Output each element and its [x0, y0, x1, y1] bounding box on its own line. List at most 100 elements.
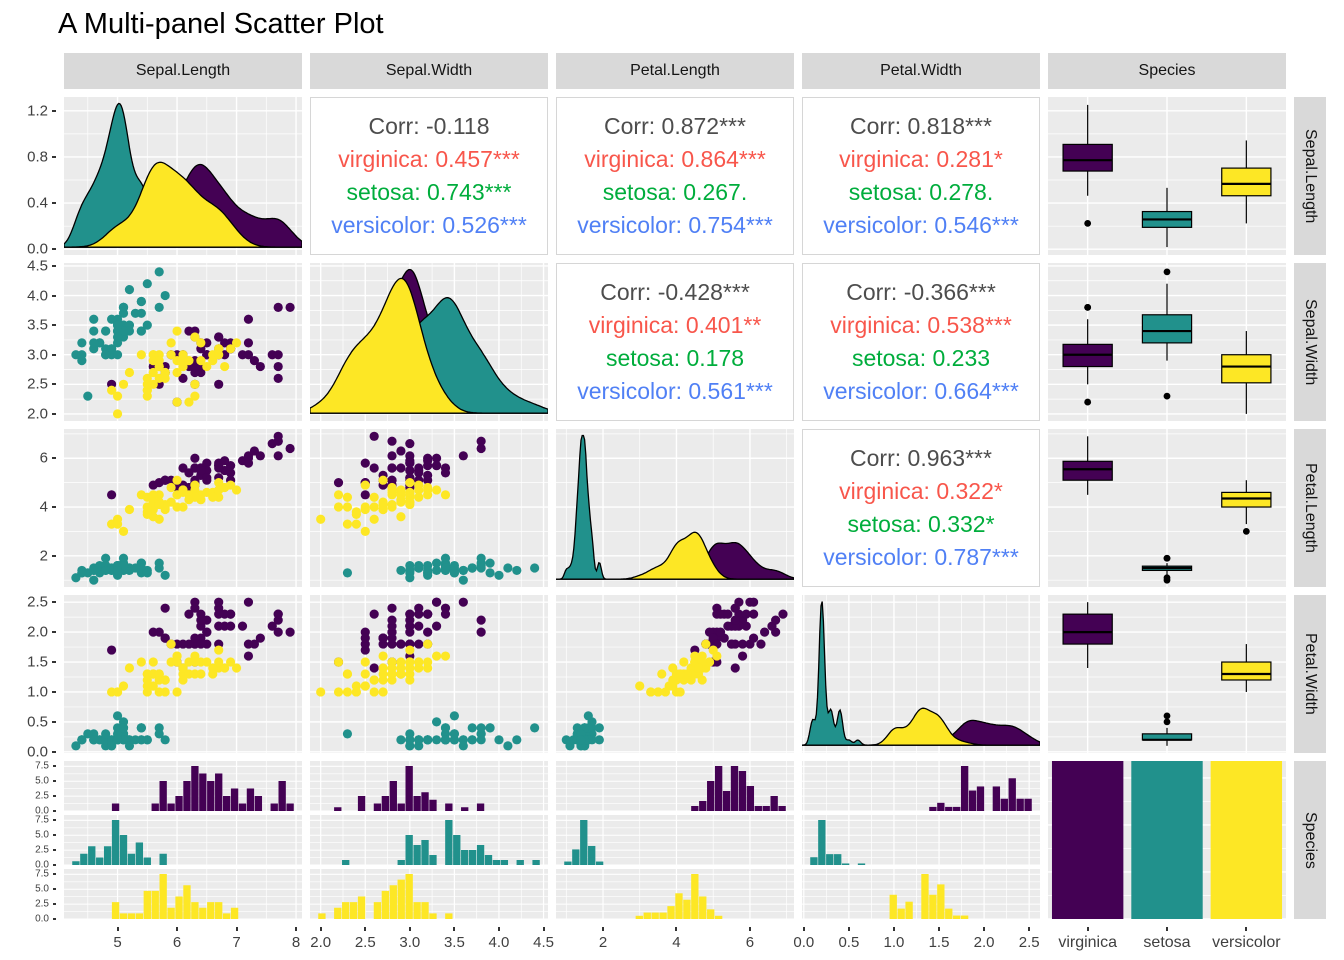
y-tick-label: 0.0	[27, 240, 48, 258]
y-tick-label: 3.5	[27, 316, 48, 334]
panel-scatter-petal-length-x-sepal-length	[64, 429, 302, 587]
y-tick-mark	[52, 601, 56, 604]
y-tick-mark	[53, 888, 56, 891]
x-tick-label-species: virginica	[1058, 934, 1117, 951]
y-tick-label: 1.2	[27, 102, 48, 120]
panel-bars-species-x-species-svg	[1048, 761, 1286, 919]
column-strip-petal-length: Petal.Length	[556, 53, 794, 89]
correlation-line-virginica: virginica: 0.322*	[839, 478, 1003, 504]
correlation-line-setosa: setosa: 0.178	[605, 345, 745, 371]
column-strip-label: Petal.Width	[880, 62, 962, 79]
x-tick-label: 0.5	[838, 934, 860, 951]
y-tick-mark	[53, 810, 56, 812]
y-axis-row-2: 2 4 6	[8, 429, 56, 587]
panel-hist-species-x-sepal-width	[310, 761, 548, 919]
panel-scatter-sepal-width-x-sepal-length	[64, 263, 302, 421]
y-tick-mark	[52, 383, 56, 386]
x-axis-col-4: virginica setosa versicolor	[1048, 927, 1286, 957]
x-tick-mark	[748, 927, 751, 931]
y-tick-mark	[52, 412, 56, 415]
pairs-grid: Sepal.Length Sepal.Width Petal.Length Petal…	[8, 53, 1340, 957]
panel-box-petal-length-x-species-svg	[1048, 429, 1286, 587]
column-strip-label: Sepal.Width	[385, 62, 473, 79]
y-tick-label: 5.0	[35, 883, 49, 895]
y-tick-mark	[53, 864, 56, 866]
y-tick-mark	[52, 690, 56, 693]
correlation-line-corr: Corr: -0.366***	[846, 279, 996, 305]
x-tick-mark	[892, 927, 895, 931]
panel-hist-species-x-sepal-width-svg	[310, 761, 548, 919]
x-tick-mark	[116, 927, 119, 931]
x-tick-mark	[802, 927, 805, 931]
correlation-line-versicolor: versicolor: 0.787***	[823, 544, 1019, 570]
x-axis-col-3: 0.0 0.5 1.0 1.5 2.0 2.5	[793, 927, 1040, 957]
panel-density-sepal-width-x-sepal-width	[310, 263, 548, 421]
y-tick-mark	[53, 834, 56, 837]
x-tick-label: 2.0	[973, 934, 995, 951]
panel-hist-species-x-sepal-length	[64, 761, 302, 919]
y-tick-label: 4	[39, 498, 48, 516]
x-tick-label: 1.5	[928, 934, 950, 951]
row-strip-label: Petal.Length	[1302, 463, 1319, 553]
correlation-line-versicolor: versicolor: 0.754***	[577, 212, 773, 238]
y-tick-label: 0.8	[27, 148, 48, 166]
correlation-line-versicolor: versicolor: 0.526***	[331, 212, 527, 238]
y-tick-mark	[52, 294, 56, 297]
row-strip-petal-width: Petal.Width	[1294, 595, 1326, 753]
y-axis-row-4: 7.5 5.0 2.5 0.0 7.5 5.0 2.5 0.0 7.5 5.0 2.5 0.0	[8, 760, 56, 925]
x-tick-mark	[497, 927, 500, 931]
panel-box-sepal-width-x-species	[1048, 263, 1286, 421]
x-tick-label-species: versicolor	[1212, 934, 1281, 951]
y-tick-mark	[53, 765, 56, 768]
x-tick-mark	[364, 927, 367, 931]
panel-hist-species-x-petal-length-svg	[556, 761, 794, 919]
row-strip-label: Petal.Width	[1302, 633, 1319, 715]
x-tick-label: 3.5	[443, 934, 465, 951]
y-tick-label: 2.5	[27, 593, 48, 611]
x-axis-col-0: 5 6 7 8	[64, 927, 302, 957]
column-strip-label: Sepal.Length	[135, 62, 231, 79]
column-strip-sepal-length: Sepal.Length	[64, 53, 302, 89]
y-tick-label: 0.4	[27, 194, 48, 212]
bottom-left-corner	[8, 927, 56, 957]
x-tick-label: 6	[172, 934, 182, 951]
x-tick-mark	[1166, 927, 1168, 931]
x-tick-mark	[235, 927, 238, 931]
panel-scatter-petal-length-x-sepal-length-svg	[64, 429, 302, 587]
panel-box-sepal-width-x-species-svg	[1048, 263, 1286, 421]
panel-density-sepal-length-x-sepal-length	[64, 97, 302, 255]
panel-box-sepal-length-x-species	[1048, 97, 1286, 255]
x-axis-col-2: 2 4 6	[556, 927, 794, 957]
panel-cor-sepal-length-x-petal-width: Corr: 0.818*** virginica: 0.281* setosa: 0…	[802, 97, 1040, 255]
y-tick-label: 2	[39, 547, 48, 565]
x-tick-label-species: setosa	[1143, 934, 1191, 951]
correlation-line-virginica: virginica: 0.538***	[830, 312, 1012, 338]
correlation-line-setosa: setosa: 0.278.	[848, 179, 994, 205]
y-axis-row-0: 0.0 0.4 0.8 1.2	[8, 97, 56, 258]
x-tick-mark	[1245, 927, 1248, 931]
y-tick-label: 0.5	[27, 713, 48, 731]
correlation-line-corr: Corr: -0.118	[368, 113, 490, 139]
y-tick-mark	[52, 248, 56, 251]
y-tick-label: 1.0	[27, 683, 48, 701]
y-tick-mark	[53, 849, 56, 852]
y-tick-label: 2.0	[27, 623, 48, 641]
y-tick-mark	[53, 873, 56, 876]
y-tick-label: 2.5	[27, 375, 48, 393]
correlation-line-setosa: setosa: 0.332*	[847, 511, 995, 537]
panel-density-petal-width-x-petal-width-svg	[802, 595, 1040, 753]
column-strip-petal-width: Petal.Width	[802, 53, 1040, 89]
row-strip-sepal-width: Sepal.Width	[1294, 263, 1326, 421]
column-strip-species: Species	[1048, 53, 1286, 89]
column-strip-label: Species	[1138, 62, 1196, 79]
panel-scatter-petal-width-x-sepal-width	[310, 595, 548, 753]
panel-scatter-petal-width-x-sepal-length-svg	[64, 595, 302, 753]
y-tick-mark	[52, 155, 56, 158]
x-tick-mark	[1028, 927, 1031, 931]
panel-hist-species-x-sepal-length-svg	[64, 761, 302, 919]
panel-density-petal-width-x-petal-width	[802, 595, 1040, 753]
y-tick-mark	[52, 631, 56, 634]
y-tick-label: 7.5	[35, 760, 49, 772]
y-tick-mark	[52, 109, 56, 112]
